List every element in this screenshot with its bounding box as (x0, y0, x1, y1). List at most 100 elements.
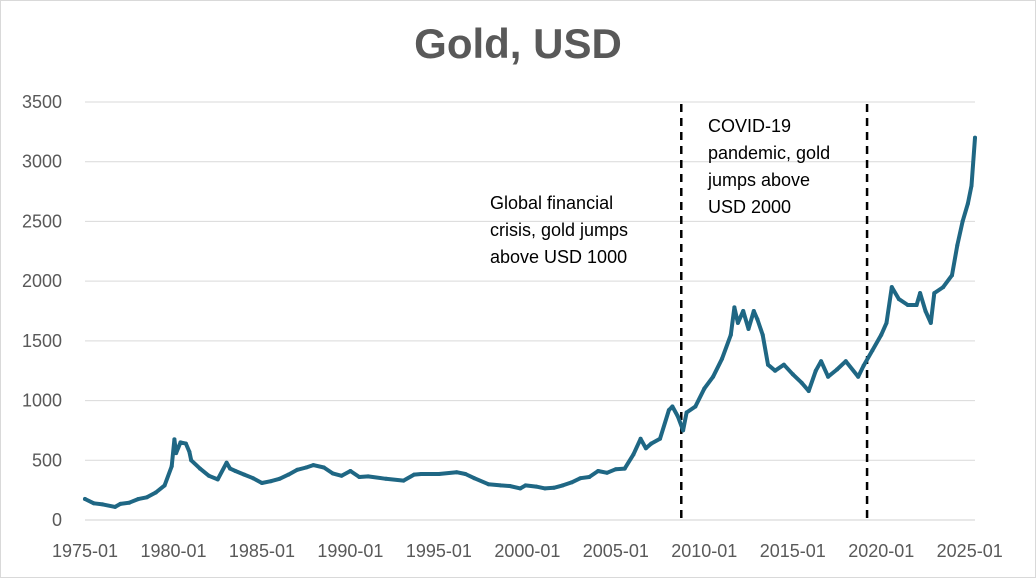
data-point (870, 348, 875, 353)
data-point (735, 320, 740, 325)
data-point (560, 483, 565, 488)
data-point (401, 478, 406, 483)
data-point (813, 368, 818, 373)
y-tick-label: 500 (32, 450, 62, 470)
data-point (357, 475, 362, 479)
data-point (923, 309, 928, 313)
data-point (83, 497, 87, 501)
data-point (330, 471, 335, 476)
data-point (198, 466, 202, 471)
data-point (348, 469, 353, 473)
annotation-text-1: COVID-19 (708, 116, 791, 136)
data-point (436, 472, 441, 476)
data-point (189, 458, 194, 463)
data-point (518, 486, 523, 491)
data-point (206, 473, 211, 478)
data-point (918, 291, 923, 296)
data-point (91, 501, 96, 506)
gridlines (85, 101, 975, 521)
data-point (965, 201, 970, 206)
data-point (675, 414, 680, 419)
data-point (835, 367, 839, 372)
data-point (412, 472, 417, 477)
y-tick-label: 2000 (22, 271, 62, 291)
x-tick-label: 1995-01 (406, 541, 472, 561)
data-point (162, 483, 167, 488)
data-point (242, 472, 247, 477)
x-tick-label: 2020-01 (848, 541, 914, 561)
data-point (843, 359, 848, 364)
data-point (969, 183, 974, 188)
data-point (889, 285, 894, 290)
data-point (914, 303, 919, 307)
data-point (187, 449, 192, 454)
data-point (183, 441, 188, 446)
data-point (534, 484, 539, 489)
data-point (960, 219, 965, 224)
data-point (702, 386, 707, 391)
data-point (596, 469, 601, 473)
data-point (631, 452, 636, 457)
data-point (153, 490, 158, 495)
data-point (941, 285, 946, 290)
data-point (136, 497, 141, 502)
annotation-text-1: pandemic, gold (708, 143, 830, 163)
data-point (773, 368, 778, 373)
data-point (295, 467, 300, 472)
data-point (622, 466, 627, 471)
annotation-text-0: above USD 1000 (490, 247, 627, 267)
data-point (215, 477, 220, 482)
data-point (861, 363, 866, 368)
data-point (760, 332, 765, 337)
data-point (806, 389, 811, 393)
data-point (251, 476, 256, 481)
data-point (928, 320, 933, 325)
data-point (720, 356, 724, 361)
data-point (578, 476, 583, 481)
data-point (311, 463, 316, 468)
data-point (605, 470, 609, 475)
data-point (543, 486, 547, 491)
data-point (613, 467, 618, 472)
data-point (973, 135, 977, 140)
data-point (498, 483, 503, 488)
annotation-text-1: jumps above (707, 170, 810, 190)
data-point (259, 481, 264, 485)
annotation-text-0: Global financial (490, 193, 613, 213)
data-point (879, 332, 884, 337)
data-point (766, 362, 770, 367)
data-point (670, 404, 675, 409)
annotation-text-0: crisis, gold jumps (490, 220, 628, 240)
data-point (751, 309, 756, 313)
data-point (454, 470, 459, 475)
x-tick-label: 1985-01 (229, 541, 295, 561)
data-point (118, 501, 123, 506)
data-point (383, 476, 388, 481)
data-point (741, 309, 746, 313)
y-tick-label: 3000 (22, 152, 62, 172)
x-tick-label: 1975-01 (52, 541, 118, 561)
data-point (174, 451, 179, 456)
data-point (233, 469, 238, 473)
data-point (950, 273, 954, 278)
data-point (658, 436, 662, 441)
data-point (755, 317, 760, 322)
data-point (826, 374, 831, 379)
data-point (486, 482, 491, 487)
x-tick-label: 1980-01 (140, 541, 206, 561)
annotation-text-1: USD 2000 (708, 197, 791, 217)
data-point (277, 476, 282, 481)
chart-title: Gold, USD (414, 20, 622, 67)
y-tick-labels: 0 500 1000 1500 2000 2500 3000 3500 (22, 92, 62, 530)
data-point (523, 483, 528, 488)
data-point (127, 500, 132, 505)
x-tick-label: 2010-01 (671, 541, 737, 561)
data-point (932, 291, 937, 296)
series-group (83, 135, 977, 509)
data-point (955, 243, 960, 248)
annotation-texts: Global financial crisis, gold jumps above … (490, 116, 830, 267)
data-point (304, 465, 309, 470)
y-tick-label: 1500 (22, 331, 62, 351)
data-point (638, 436, 643, 441)
